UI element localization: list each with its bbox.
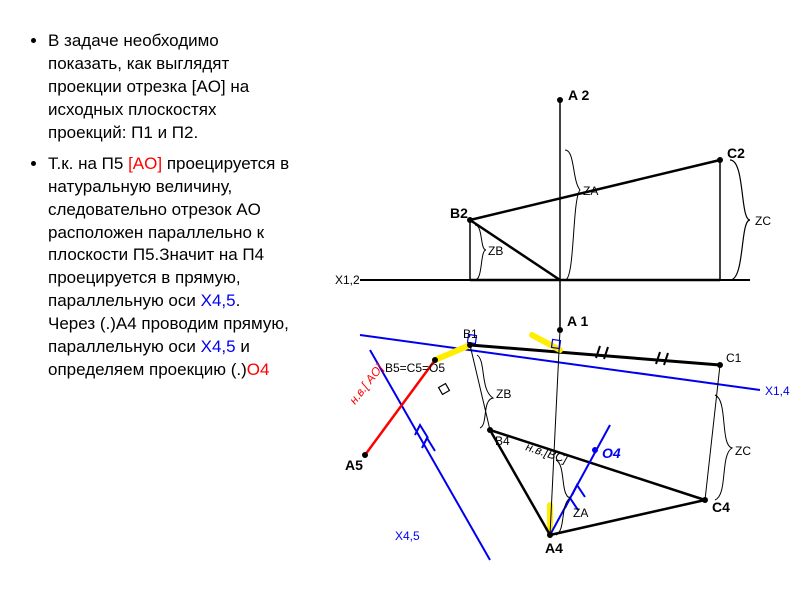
explanation-text: В задаче необходимо показать, как выгляд… bbox=[0, 0, 300, 600]
bullet-2b: проецируется в натуральную величину, сле… bbox=[48, 154, 289, 311]
bullet-2-blue1: X4,5 bbox=[201, 291, 236, 310]
lbl-b5: B5=C5=O5 bbox=[385, 361, 445, 375]
label-za-low: ZA bbox=[573, 506, 588, 520]
axis-x45-arrow2 bbox=[422, 438, 435, 451]
label-nvao: н.в.[ AO] bbox=[346, 361, 386, 407]
lbl-a2: A 2 bbox=[568, 87, 589, 103]
brace-zb bbox=[475, 225, 486, 280]
pt-c1 bbox=[717, 362, 723, 368]
pt-c2 bbox=[717, 157, 723, 163]
brace-za-low bbox=[556, 460, 570, 535]
pt-a4 bbox=[547, 532, 553, 538]
brace-za-top bbox=[565, 150, 580, 280]
pt-c4 bbox=[702, 497, 708, 503]
pt-a1 bbox=[557, 327, 563, 333]
label-za-top: ZA bbox=[583, 184, 598, 198]
lbl-b2: B2 bbox=[450, 205, 468, 221]
lbl-b1: B1 bbox=[463, 327, 478, 341]
line-b2-a2pt bbox=[470, 220, 560, 280]
bullet-1: В задаче необходимо показать, как выгляд… bbox=[48, 30, 290, 145]
axis-x45 bbox=[370, 350, 490, 560]
label-zc-low: ZС bbox=[735, 444, 751, 458]
lbl-c1: C1 bbox=[726, 351, 742, 365]
lbl-a5: A5 bbox=[345, 457, 363, 473]
lbl-a1: A 1 bbox=[567, 313, 588, 329]
projection-diagram: X1,2 ZС ZA ZB X1,4 X4,5 bbox=[300, 0, 800, 600]
lbl-a4: A4 bbox=[545, 540, 563, 556]
pt-b1 bbox=[467, 342, 473, 348]
bullet-2-blue2: X4,5 bbox=[201, 337, 236, 356]
label-zb: ZB bbox=[488, 244, 503, 258]
pt-o4 bbox=[592, 447, 598, 453]
label-zc: ZС bbox=[755, 214, 771, 228]
tick-b1c1-3 bbox=[656, 352, 660, 364]
bullet-1-text: В задаче необходимо показать, как выгляд… bbox=[48, 31, 249, 142]
brace-zc-low bbox=[715, 395, 732, 500]
axis-x14-label: X1,4 bbox=[765, 384, 790, 398]
label-nvbc: н.в.[BC] bbox=[524, 440, 570, 467]
label-zb-low: ZB bbox=[496, 387, 511, 401]
pt-a2 bbox=[557, 97, 563, 103]
lbl-b4: B4 bbox=[495, 434, 510, 448]
lbl-c4: C4 bbox=[712, 499, 730, 515]
axis-x12-label: X1,2 bbox=[335, 273, 360, 287]
brace-zb-low bbox=[477, 355, 493, 428]
line-a4-o4-arrow1 bbox=[572, 485, 585, 497]
perp-mark-2 bbox=[439, 384, 450, 395]
pt-b4 bbox=[487, 427, 493, 433]
bullet-2-red: [AO] bbox=[128, 154, 162, 173]
lbl-c2: C2 bbox=[727, 145, 745, 161]
bullet-2: Т.к. на П5 [AO] проецируется в натуральн… bbox=[48, 153, 290, 382]
tick-b1c1-4 bbox=[664, 353, 668, 365]
axis-x45-arrow1 bbox=[415, 425, 428, 438]
bullet-2-red2: O4 bbox=[247, 360, 270, 379]
line-b4-c4 bbox=[490, 430, 705, 500]
lbl-o4: O4 bbox=[602, 445, 621, 461]
brace-zc bbox=[730, 160, 750, 280]
axis-x45-label: X4,5 bbox=[395, 529, 420, 543]
conn-c1-c4 bbox=[705, 365, 720, 500]
bullet-2a: Т.к. на П5 bbox=[48, 154, 128, 173]
